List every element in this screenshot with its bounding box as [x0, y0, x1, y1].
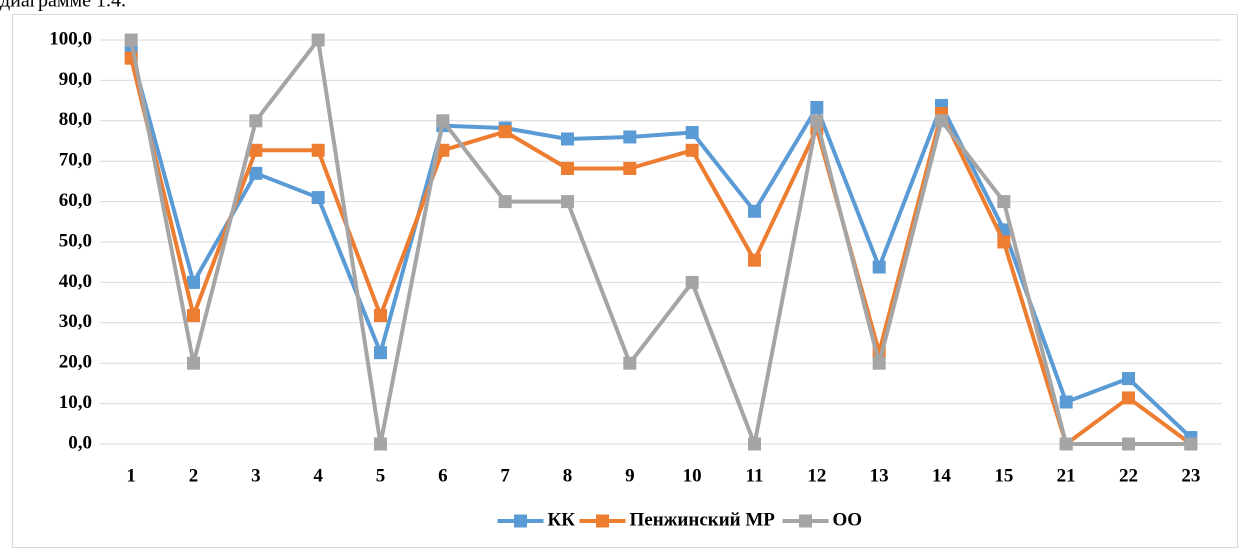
marker: [187, 275, 200, 289]
y-tick-label: 0,0: [68, 432, 92, 453]
x-tick-label: 7: [500, 465, 510, 486]
marker: [311, 33, 325, 47]
marker: [997, 195, 1011, 209]
marker: [685, 275, 699, 289]
marker: [748, 253, 761, 267]
marker: [872, 260, 886, 274]
x-tick-label: 9: [625, 465, 635, 486]
x-tick-label: 4: [313, 465, 323, 486]
y-tick-label: 50,0: [59, 230, 92, 251]
x-tick-label: 12: [807, 465, 826, 486]
x-tick-label: 8: [563, 465, 573, 486]
x-tick-label: 21: [1057, 465, 1076, 486]
marker: [374, 309, 387, 323]
marker: [1184, 437, 1198, 451]
marker: [1122, 391, 1135, 405]
x-tick-label: 14: [932, 465, 952, 486]
marker: [187, 356, 200, 370]
marker: [872, 356, 886, 370]
marker: [498, 125, 512, 139]
x-tick-label: 5: [376, 465, 386, 486]
legend-marker: [514, 514, 527, 528]
marker: [187, 309, 200, 323]
x-tick-label: 22: [1119, 465, 1138, 486]
marker: [1122, 437, 1135, 451]
marker: [810, 100, 824, 114]
x-tick-label: 2: [189, 465, 199, 486]
marker: [623, 130, 637, 144]
y-tick-label: 80,0: [59, 109, 92, 130]
y-tick-label: 60,0: [59, 190, 92, 211]
x-tick-label: 6: [438, 465, 448, 486]
marker: [1059, 395, 1073, 409]
legend-label: ОО: [833, 509, 863, 530]
marker: [997, 235, 1011, 249]
marker: [498, 195, 512, 209]
x-tick-label: 13: [870, 465, 889, 486]
legend-marker: [596, 514, 609, 528]
marker: [311, 191, 325, 205]
caption-text: диаграмме 1.4.: [0, 0, 126, 12]
marker: [561, 195, 574, 209]
marker: [124, 33, 138, 47]
marker: [935, 114, 948, 128]
legend-label: КК: [548, 509, 576, 530]
legend-label: Пенжинский МР: [630, 509, 776, 530]
series-line: [129, 51, 1193, 439]
chart-frame: [12, 14, 1238, 548]
x-tick-label: 1: [126, 465, 136, 486]
legend-marker: [799, 514, 812, 528]
marker: [561, 161, 574, 175]
series-line: [129, 38, 1191, 446]
y-tick-label: 100,0: [49, 28, 92, 49]
marker: [249, 114, 263, 128]
x-tick-label: 3: [251, 465, 261, 486]
marker: [685, 126, 699, 140]
y-tick-label: 10,0: [59, 392, 92, 413]
marker: [374, 437, 387, 451]
marker: [249, 143, 263, 157]
y-tick-label: 30,0: [59, 311, 92, 332]
marker: [623, 356, 637, 370]
x-tick-label: 15: [994, 465, 1013, 486]
marker: [561, 132, 574, 146]
marker: [748, 204, 761, 218]
marker: [436, 114, 450, 128]
y-tick-label: 90,0: [59, 69, 92, 90]
y-tick-label: 70,0: [59, 150, 92, 171]
marker: [374, 346, 387, 360]
x-tick-label: 11: [746, 465, 764, 486]
marker: [748, 437, 761, 451]
series-line: [129, 57, 1193, 446]
marker: [1059, 437, 1073, 451]
x-tick-label: 23: [1181, 465, 1200, 486]
x-tick-label: 10: [683, 465, 702, 486]
marker: [623, 161, 637, 175]
y-tick-label: 40,0: [59, 271, 92, 292]
marker: [1122, 372, 1135, 386]
marker: [311, 143, 325, 157]
marker: [810, 114, 824, 128]
marker: [685, 143, 699, 157]
marker: [249, 166, 263, 180]
y-tick-label: 20,0: [59, 352, 92, 373]
